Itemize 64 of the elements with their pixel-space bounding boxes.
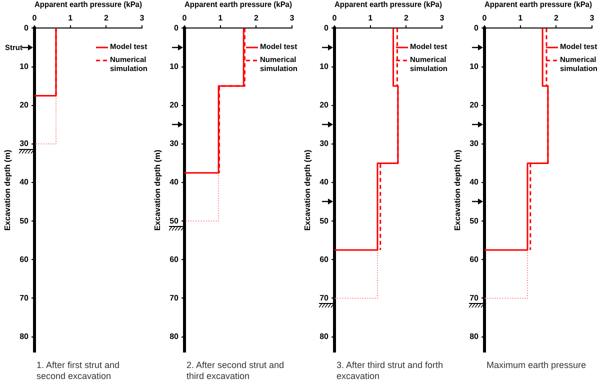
- x-tick-label: 1: [218, 14, 224, 23]
- x-tick-label: 3: [290, 14, 295, 23]
- text: Maximum earth pressure: [486, 360, 588, 371]
- y-tick-label: 60: [320, 254, 330, 264]
- y-tick-label: 50: [470, 216, 480, 226]
- y-tick-label: 50: [20, 216, 30, 226]
- y-tick-label: 30: [470, 139, 480, 148]
- y-tick-label: 80: [320, 332, 330, 341]
- y-tick-label: 40: [470, 178, 480, 187]
- y-tick-label: 20: [320, 100, 330, 110]
- y-tick-label: 0: [174, 23, 180, 32]
- y-tick-label: 40: [320, 178, 330, 187]
- y-tick-label: 40: [20, 178, 30, 187]
- y-tick-label: 30: [320, 139, 330, 148]
- y-tick-label: 20: [470, 100, 480, 110]
- y-axis-title: Excavation depth (m): [153, 149, 162, 231]
- y-tick-label: 60: [170, 254, 180, 264]
- x-tick-label: 3: [140, 14, 145, 23]
- y-tick-label: 20: [170, 100, 180, 110]
- y-tick-label: 30: [170, 139, 180, 148]
- x-tick-label: 1: [518, 14, 524, 23]
- y-tick-label: 10: [470, 62, 480, 71]
- x-tick-label: 3: [590, 14, 595, 23]
- x-tick-label: 0: [182, 14, 188, 23]
- y-tick-label: 10: [170, 62, 180, 71]
- y-tick-label: 60: [20, 254, 30, 264]
- y-tick-label: 10: [20, 62, 30, 71]
- y-tick-label: 0: [474, 23, 480, 32]
- text: 3. After third strut and forth excavation: [336, 360, 444, 382]
- y-tick-label: 50: [320, 216, 330, 226]
- y-tick-label: 70: [320, 293, 330, 302]
- x-tick-label: 0: [332, 14, 338, 23]
- x-axis-title: Apparent earth pressure (kPa): [34, 0, 142, 10]
- y-tick-label: 40: [170, 178, 180, 187]
- y-tick-label: 0: [324, 23, 330, 32]
- y-tick-label: 20: [20, 100, 30, 110]
- y-axis-title: Excavation depth (m): [3, 149, 12, 231]
- x-tick-label: 2: [254, 14, 259, 23]
- x-tick-label: 1: [68, 14, 74, 23]
- y-tick-label: 60: [470, 254, 480, 264]
- text: 1. After first strut and second excavation: [36, 360, 121, 382]
- y-axis-title: Excavation depth (m): [303, 149, 312, 231]
- x-tick-label: 0: [32, 14, 38, 23]
- y-tick-label: 80: [470, 332, 480, 341]
- y-tick-label: 80: [20, 332, 30, 341]
- x-tick-label: 1: [368, 14, 374, 23]
- y-tick-label: 0: [24, 23, 30, 32]
- y-tick-label: 80: [170, 332, 180, 341]
- y-tick-label: 10: [320, 62, 330, 71]
- text: 2. After second strut and third excavation: [186, 360, 286, 382]
- y-tick-label: 50: [170, 216, 180, 226]
- x-axis-title: Apparent earth pressure (kPa): [334, 0, 442, 10]
- y-tick-label: 70: [20, 293, 30, 302]
- x-axis-title: Apparent earth pressure (kPa): [484, 0, 592, 10]
- x-tick-label: 0: [482, 14, 488, 23]
- x-tick-label: 3: [440, 14, 445, 23]
- y-tick-label: 70: [470, 293, 480, 302]
- x-tick-label: 2: [554, 14, 559, 23]
- x-tick-label: 2: [104, 14, 109, 23]
- y-tick-label: 30: [20, 139, 30, 148]
- y-axis-title: Excavation depth (m): [453, 149, 462, 231]
- y-tick-label: 70: [170, 293, 180, 302]
- x-axis-title: Apparent earth pressure (kPa): [184, 0, 292, 10]
- x-tick-label: 2: [404, 14, 409, 23]
